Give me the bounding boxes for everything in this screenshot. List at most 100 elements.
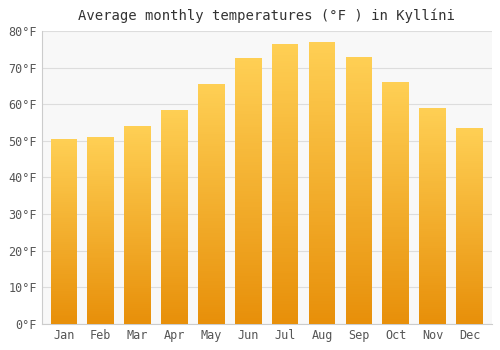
Bar [88,186,114,188]
Bar [161,208,188,210]
Bar [50,152,77,154]
Bar [308,267,336,270]
Bar [272,217,298,220]
Bar [272,136,298,139]
Bar [50,159,77,161]
Bar [235,96,262,98]
Bar [235,122,262,125]
Bar [382,213,409,215]
Bar [382,273,409,275]
Bar [124,176,151,177]
Bar [456,177,483,179]
Bar [88,241,114,244]
Bar [161,206,188,208]
Bar [161,264,188,266]
Bar [456,167,483,169]
Bar [124,308,151,310]
Bar [198,137,224,139]
Bar [420,235,446,237]
Bar [124,136,151,138]
Bar [456,218,483,220]
Bar [382,227,409,230]
Bar [382,135,409,138]
Bar [420,186,446,188]
Bar [88,180,114,182]
Bar [420,274,446,276]
Bar [124,134,151,136]
Bar [88,202,114,204]
Bar [124,142,151,144]
Bar [161,193,188,195]
Bar [161,313,188,315]
Bar [198,228,224,230]
Bar [272,248,298,251]
Bar [308,62,336,64]
Bar [382,314,409,316]
Bar [50,146,77,148]
Bar [198,192,224,194]
Bar [50,200,77,202]
Bar [198,156,224,158]
Bar [382,249,409,251]
Bar [50,222,77,224]
Bar [50,143,77,145]
Bar [382,246,409,249]
Bar [198,170,224,173]
Bar [456,267,483,269]
Bar [50,150,77,152]
Bar [198,247,224,250]
Bar [272,259,298,262]
Bar [272,257,298,259]
Bar [161,212,188,215]
Bar [161,253,188,255]
Bar [235,154,262,156]
Bar [235,151,262,154]
Bar [456,281,483,283]
Bar [198,149,224,151]
Bar [235,90,262,93]
Bar [308,310,336,313]
Bar [161,165,188,167]
Bar [88,272,114,273]
Bar [88,169,114,171]
Bar [308,172,336,174]
Bar [50,294,77,296]
Bar [198,161,224,163]
Bar [124,130,151,132]
Bar [198,252,224,254]
Bar [346,180,372,182]
Bar [308,290,336,293]
Bar [235,215,262,218]
Bar [161,247,188,249]
Bar [308,304,336,307]
Bar [420,279,446,281]
Bar [420,270,446,272]
Bar [235,318,262,321]
Bar [382,302,409,304]
Bar [456,257,483,259]
Bar [235,186,262,188]
Bar [198,245,224,247]
Bar [456,165,483,167]
Bar [198,103,224,106]
Bar [420,292,446,294]
Bar [346,316,372,318]
Bar [308,73,336,76]
Bar [346,214,372,217]
Bar [88,150,114,152]
Bar [346,182,372,185]
Bar [272,153,298,156]
Bar [124,257,151,259]
Bar [272,206,298,209]
Bar [272,77,298,80]
Bar [272,145,298,147]
Bar [50,287,77,289]
Bar [88,208,114,210]
Bar [124,186,151,187]
Bar [50,290,77,292]
Bar [235,220,262,223]
Bar [235,258,262,260]
Bar [382,114,409,116]
Bar [124,265,151,266]
Bar [272,229,298,231]
